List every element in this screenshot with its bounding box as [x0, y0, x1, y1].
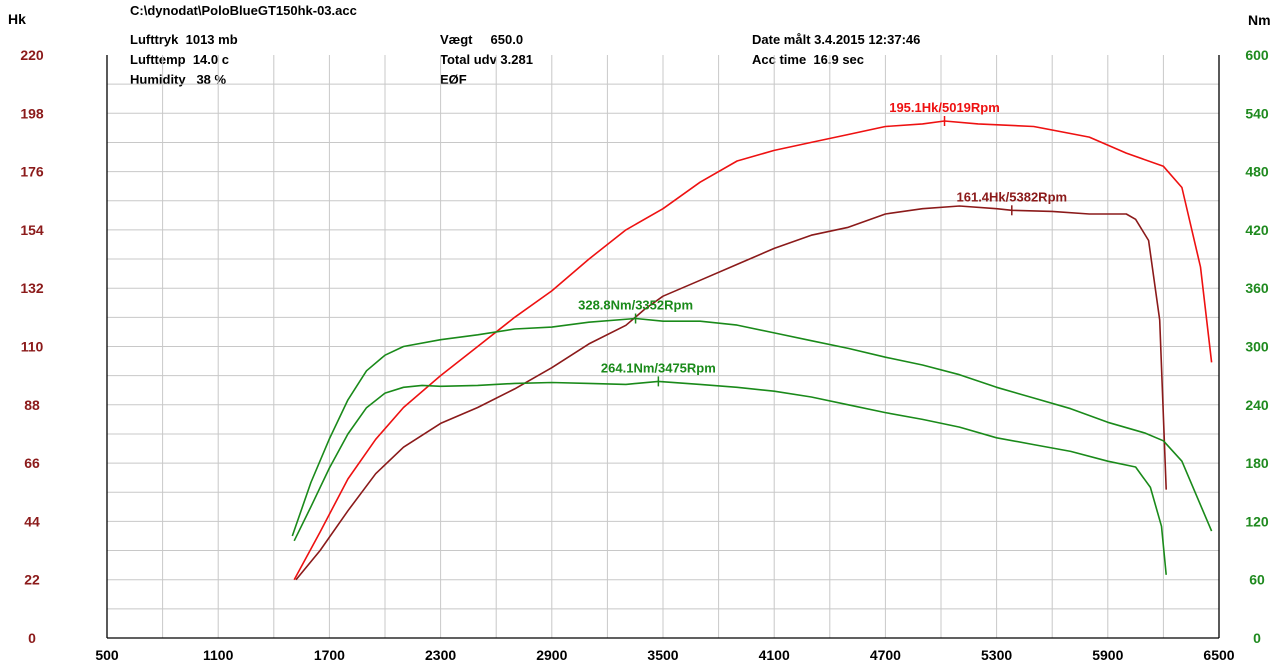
peak-label: 195.1Hk/5019Rpm	[889, 100, 1000, 115]
y-tick-label: 44	[24, 513, 40, 529]
y2-tick-label: 360	[1245, 280, 1269, 296]
tick-labels: 0 22 44 66 88 110 132 154 176 198 220 0 60 120 180 240 3…	[20, 47, 1269, 663]
y-tick-label: 154	[20, 222, 44, 238]
y-tick-label: 198	[20, 105, 44, 121]
left-axis-unit: Hk	[8, 11, 26, 27]
info-air-pressure: Lufttryk 1013 mb	[130, 32, 238, 47]
y2-tick-label: 600	[1245, 47, 1269, 63]
header-info: Hk Nm C:\dynodat\PoloBlueGT150hk-03.acc …	[8, 3, 1271, 87]
peak-label: 328.8Nm/3352Rpm	[578, 298, 693, 313]
x-tick-label: 1700	[314, 647, 345, 663]
grid	[107, 55, 1219, 638]
x-tick-label: 2300	[425, 647, 456, 663]
series-line-3	[291, 317, 1213, 537]
x-tick-label: 3500	[647, 647, 678, 663]
info-acc-time: Acc time 16.9 sec	[752, 52, 864, 67]
y-tick-label: 110	[21, 339, 44, 355]
x-tick-label: 5900	[1092, 647, 1123, 663]
series-line-4	[293, 380, 1167, 575]
x-tick-label: 6500	[1203, 647, 1234, 663]
x-tick-label: 5300	[981, 647, 1012, 663]
y-tick-label: 22	[24, 572, 40, 588]
info-humidity: Humidity 38 %	[130, 72, 227, 87]
y2-tick-label: 60	[1249, 572, 1265, 588]
y2-tick-label: 0	[1253, 630, 1261, 646]
info-total-ratio: Total udv 3.281	[440, 52, 533, 67]
y2-tick-label: 540	[1245, 105, 1269, 121]
x-tick-label: 1100	[203, 647, 234, 663]
y-tick-label: 220	[20, 47, 44, 63]
info-eof: EØF	[440, 72, 467, 87]
x-tick-label: 4700	[870, 647, 901, 663]
x-tick-label: 4100	[759, 647, 790, 663]
peak-annotations: 195.1Hk/5019Rpm 161.4Hk/5382Rpm 328.8Nm/33…	[578, 100, 1068, 387]
y-tick-label: 88	[24, 397, 40, 413]
series-line-2	[295, 205, 1167, 581]
x-tick-label: 2900	[536, 647, 567, 663]
y-tick-label: 132	[20, 280, 44, 296]
y-tick-label: 66	[24, 455, 40, 471]
info-date: Date målt 3.4.2015 12:37:46	[752, 32, 920, 47]
info-air-temp: Lufttemp 14.0 c	[130, 52, 229, 67]
x-tick-label: 500	[95, 647, 119, 663]
y2-tick-label: 240	[1245, 397, 1269, 413]
series-line-1	[293, 120, 1213, 581]
plot-frame	[106, 55, 1220, 639]
series-lines	[291, 120, 1213, 581]
y2-tick-label: 300	[1245, 339, 1269, 355]
peak-label: 264.1Nm/3475Rpm	[601, 360, 716, 375]
file-name: C:\dynodat\PoloBlueGT150hk-03.acc	[130, 3, 357, 18]
y-tick-label: 0	[28, 630, 36, 646]
peak-label: 161.4Hk/5382Rpm	[957, 189, 1068, 204]
y-tick-label: 176	[20, 164, 44, 180]
y2-tick-label: 180	[1245, 455, 1269, 471]
info-weight: Vægt 650.0	[440, 32, 523, 47]
right-axis-unit: Nm	[1248, 12, 1271, 28]
y2-tick-label: 420	[1245, 222, 1269, 238]
y2-tick-label: 120	[1245, 513, 1269, 529]
y2-tick-label: 480	[1245, 164, 1269, 180]
